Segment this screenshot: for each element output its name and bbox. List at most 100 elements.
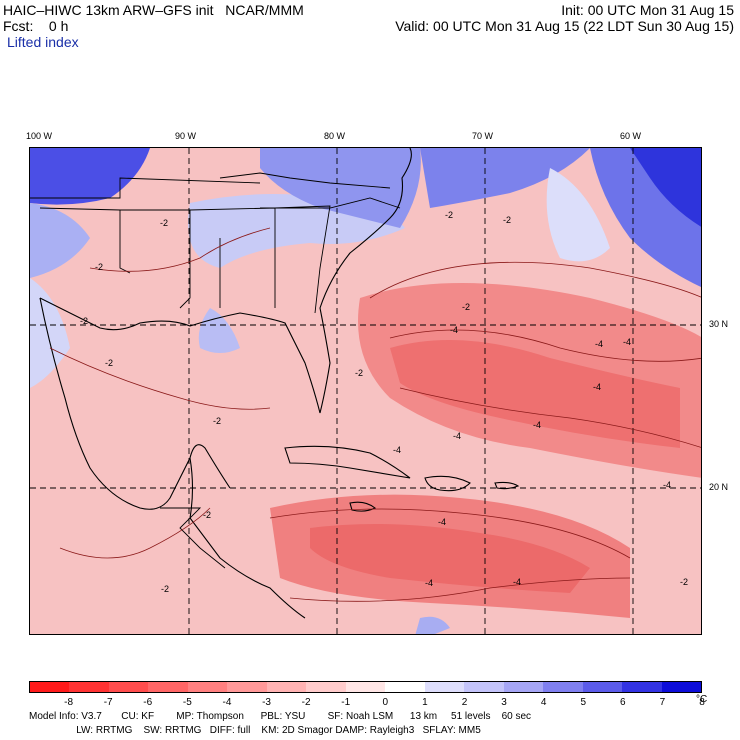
- contour-lines: [49, 227, 701, 602]
- colorbar-swatch: [345, 682, 386, 692]
- state-line-georgia: [274, 205, 331, 314]
- contour-label: -2: [462, 302, 470, 312]
- colorbar-tick-label: 6: [620, 697, 626, 708]
- coastlines: [39, 148, 520, 619]
- contour-label: -2: [161, 584, 169, 594]
- contour-label: -4: [595, 339, 603, 349]
- coastline-mexico-gulf: [39, 297, 231, 510]
- init-time: Init: 00 UTC Mon 31 Aug 15: [561, 2, 734, 18]
- colorbar-tick-label: -6: [143, 697, 153, 708]
- colorbar-tick-label: 0: [382, 697, 389, 708]
- lon-label-70w: 70 W: [472, 131, 494, 141]
- contour-label: -2: [203, 510, 211, 520]
- colorbar-tick-label: 4: [540, 697, 547, 708]
- contour-label: -4: [393, 445, 401, 455]
- lon-label-100w: 100 W: [26, 131, 53, 141]
- colorbar-tick-label: -7: [103, 697, 113, 708]
- contour-label: -2: [445, 210, 453, 220]
- colorbar-tick-label: -4: [222, 697, 232, 708]
- contour-label: -4: [513, 577, 521, 587]
- border-mexico-central-america: [160, 507, 226, 569]
- contour-minus4-caribbean-north: [269, 508, 631, 559]
- latlon-grid: [30, 148, 701, 634]
- contour-label: -2: [105, 358, 113, 368]
- colorbar-swatch: [464, 682, 504, 692]
- contour-label: -2: [95, 262, 103, 272]
- colorbar-swatch: [227, 682, 267, 692]
- colorbar-swatch: [424, 682, 465, 692]
- stable-patch-gulf-coast: [198, 308, 240, 353]
- colorbar-swatch: [187, 682, 228, 692]
- colorbar-swatch: [385, 682, 425, 692]
- colorbar-swatch: [543, 682, 583, 692]
- colorbar-tick-label: 2: [461, 697, 468, 708]
- field-name: Lifted index: [7, 34, 79, 50]
- coastline-cuba: [284, 445, 411, 479]
- contour-minus2-mexico: [59, 507, 211, 559]
- coastline-jamaica: [349, 501, 377, 512]
- contour-minus2-north: [369, 261, 701, 299]
- model-info-line1: Model Info: V3.7 CU: KF MP: Thompson PBL…: [29, 711, 532, 722]
- map-canvas: -2 -2 -2 -2 -2 -2 -2 -2 -2 -2 -2 -2 -4 -…: [30, 148, 701, 634]
- unstable-core-atlantic: [390, 340, 680, 448]
- lon-label-60w: 60 W: [620, 131, 642, 141]
- colorbar: [29, 681, 702, 693]
- coastline-hispaniola: [424, 475, 471, 492]
- contour-label: -2: [503, 215, 511, 225]
- colorbar-swatch: [108, 682, 149, 692]
- contour-label: -4: [438, 517, 446, 527]
- contour-label: -4: [450, 325, 458, 335]
- colorbar-swatch: [306, 682, 346, 692]
- state-line-tennessee: [219, 172, 391, 189]
- colorbar-tick-label: 3: [501, 697, 507, 708]
- contour-label: -4: [425, 578, 433, 588]
- colorbar-swatch: [30, 682, 70, 692]
- colorbar-tick-label: -8: [64, 697, 74, 708]
- stable-region-offshore: [546, 168, 610, 262]
- contour-label: -4: [663, 480, 671, 490]
- colorbar-swatch: [622, 682, 662, 692]
- colorbar-swatch: [503, 682, 544, 692]
- lon-label-80w: 80 W: [324, 131, 346, 141]
- colorbar-tick-label: 7: [659, 697, 666, 708]
- contour-label: -2: [355, 368, 363, 378]
- state-line-oklahoma-texas: [39, 207, 131, 274]
- state-line-carolinas: [260, 197, 401, 209]
- contour-minus4-caribbean-south: [289, 577, 631, 602]
- plot-title: HAIC–HIWC 13km ARW–GFS init NCAR/MMM: [3, 2, 304, 18]
- lat-label-30n: 30 N: [709, 319, 729, 329]
- colorbar-tick-label: -1: [341, 697, 351, 708]
- contour-label: -4: [453, 431, 461, 441]
- stable-patch-south: [415, 616, 450, 634]
- colorbar-swatch: [69, 682, 109, 692]
- political-boundaries: [30, 172, 401, 569]
- colorbar-tick-label: 8: [699, 697, 705, 708]
- colorbar-swatch: [266, 682, 307, 692]
- contour-label: -4: [593, 382, 601, 392]
- valid-time: Valid: 00 UTC Mon 31 Aug 15 (22 LDT Sun …: [395, 18, 734, 34]
- stable-region-midatlantic: [420, 148, 590, 208]
- contour-label: -2: [160, 218, 168, 228]
- unstable-core-caribbean: [310, 524, 590, 593]
- coastline-puerto-rico: [494, 481, 520, 490]
- lifted-index-map: -2 -2 -2 -2 -2 -2 -2 -2 -2 -2 -2 -2 -4 -…: [29, 147, 702, 635]
- stable-core-northeast: [630, 148, 701, 227]
- stable-region-west: [30, 203, 90, 278]
- coastline-gulf-atlantic-us: [39, 148, 412, 414]
- contour-minus4-south: [399, 387, 701, 448]
- contour-minus4-north: [389, 329, 701, 362]
- lat-label-20n: 20 N: [709, 482, 729, 492]
- contour-label: -2: [680, 577, 688, 587]
- coastline-central-america: [189, 457, 306, 619]
- colorbar-tick-label: -5: [182, 697, 192, 708]
- contour-label: -2: [80, 316, 88, 326]
- colorbar-swatch: [582, 682, 623, 692]
- contour-minus2-gulf-central: [49, 347, 271, 410]
- forecast-hour: Fcst: 0 h: [3, 18, 69, 34]
- contour-labels: -2 -2 -2 -2 -2 -2 -2 -2 -2 -2 -2 -2 -4 -…: [80, 210, 688, 594]
- colorbar-unit: °C: [696, 694, 708, 705]
- contour-label: -4: [533, 420, 541, 430]
- stable-region-texas: [30, 278, 70, 388]
- stable-region-appalachians: [260, 148, 421, 228]
- colorbar-tick-label: -2: [301, 697, 311, 708]
